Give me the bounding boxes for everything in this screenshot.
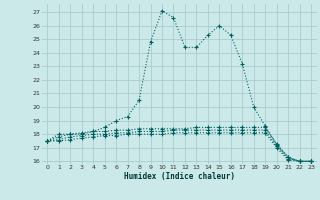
X-axis label: Humidex (Indice chaleur): Humidex (Indice chaleur) bbox=[124, 172, 235, 181]
